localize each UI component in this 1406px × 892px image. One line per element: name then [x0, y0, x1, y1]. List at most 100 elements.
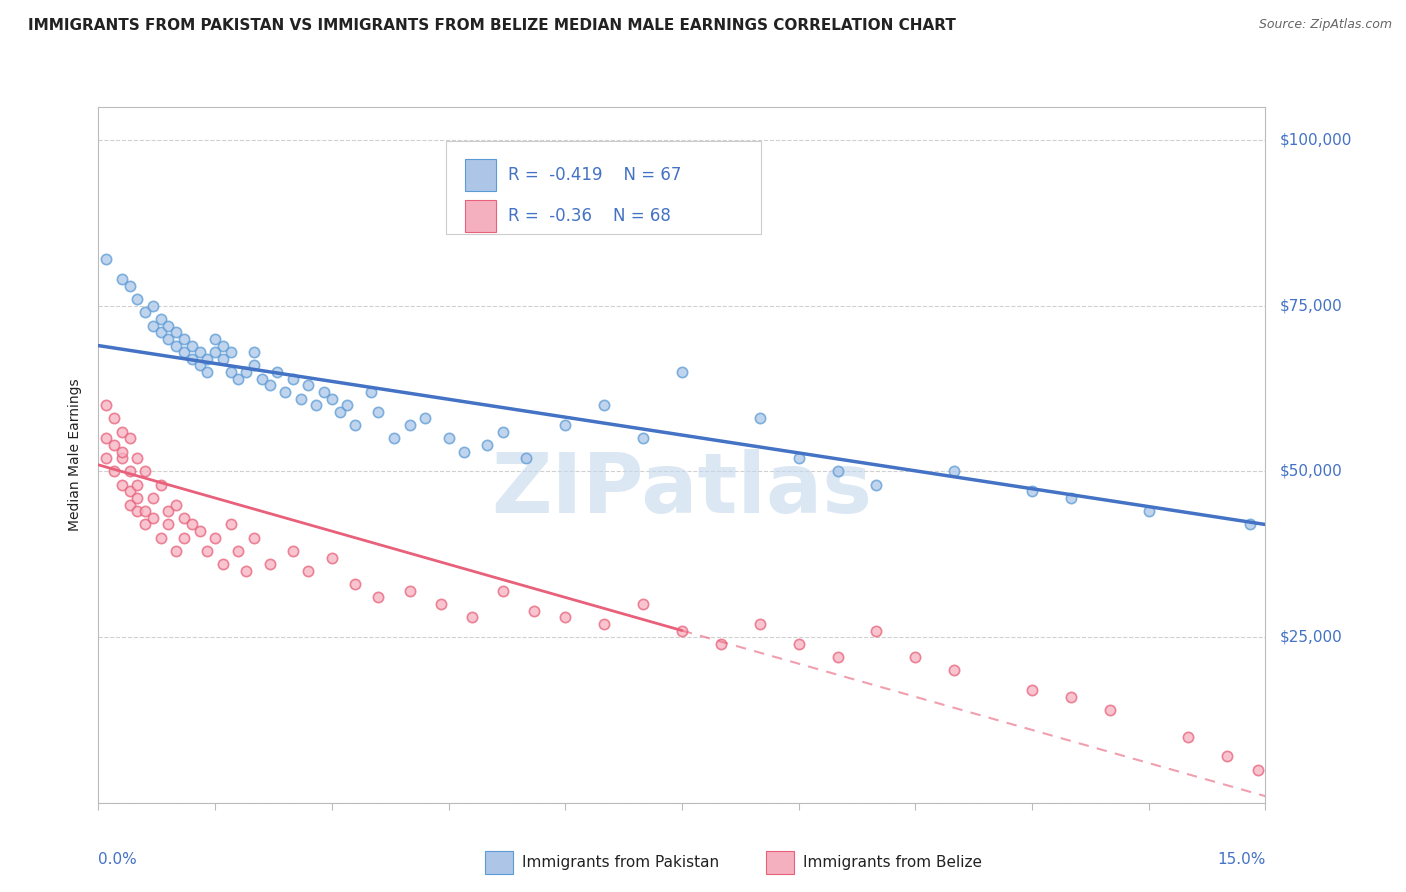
Point — [398, 583, 420, 598]
Point — [111, 444, 134, 458]
Point — [180, 351, 202, 366]
Point — [165, 544, 187, 558]
Point — [787, 637, 810, 651]
Point — [188, 359, 211, 373]
Point — [631, 597, 654, 611]
Text: R =  -0.36    N = 68: R = -0.36 N = 68 — [508, 207, 671, 225]
Point — [127, 504, 149, 518]
Point — [134, 465, 156, 479]
Point — [127, 491, 149, 505]
Point — [142, 491, 165, 505]
Text: IMMIGRANTS FROM PAKISTAN VS IMMIGRANTS FROM BELIZE MEDIAN MALE EARNINGS CORRELAT: IMMIGRANTS FROM PAKISTAN VS IMMIGRANTS F… — [28, 18, 956, 33]
Point — [413, 411, 436, 425]
Point — [827, 465, 849, 479]
Point — [461, 610, 484, 624]
Point — [281, 372, 304, 386]
Point — [1239, 517, 1261, 532]
Point — [748, 616, 770, 631]
Point — [103, 438, 125, 452]
Point — [312, 384, 335, 399]
Point — [266, 365, 288, 379]
Point — [1060, 491, 1083, 505]
Point — [305, 398, 328, 412]
Point — [453, 444, 475, 458]
Point — [142, 318, 165, 333]
Point — [212, 351, 235, 366]
Point — [118, 484, 141, 499]
Point — [671, 624, 693, 638]
Point — [180, 517, 202, 532]
Text: R =  -0.419    N = 67: R = -0.419 N = 67 — [508, 166, 681, 184]
Point — [96, 451, 118, 466]
Point — [111, 272, 134, 286]
Text: Source: ZipAtlas.com: Source: ZipAtlas.com — [1258, 18, 1392, 31]
Point — [1246, 763, 1268, 777]
Point — [195, 365, 218, 379]
Point — [631, 431, 654, 445]
Point — [1098, 703, 1121, 717]
Point — [492, 583, 515, 598]
Point — [1060, 690, 1083, 704]
Point — [235, 564, 257, 578]
Point — [96, 431, 118, 445]
Point — [173, 345, 195, 359]
Point — [96, 252, 118, 267]
Text: $75,000: $75,000 — [1279, 298, 1343, 313]
Point — [1177, 730, 1199, 744]
Point — [515, 451, 537, 466]
Point — [710, 637, 733, 651]
Point — [259, 558, 281, 572]
Point — [344, 577, 367, 591]
Point — [429, 597, 451, 611]
Point — [554, 418, 576, 433]
Point — [523, 604, 546, 618]
Point — [173, 531, 195, 545]
Point — [165, 498, 187, 512]
Point — [336, 398, 359, 412]
Point — [103, 465, 125, 479]
Point — [290, 392, 312, 406]
Point — [367, 405, 389, 419]
Point — [103, 411, 125, 425]
Point — [865, 624, 887, 638]
Point — [329, 405, 352, 419]
Point — [173, 332, 195, 346]
Point — [127, 451, 149, 466]
Point — [118, 465, 141, 479]
Point — [259, 378, 281, 392]
Point — [787, 451, 810, 466]
Point — [204, 345, 226, 359]
Point — [344, 418, 367, 433]
Point — [195, 544, 218, 558]
Point — [165, 338, 187, 352]
Point — [554, 610, 576, 624]
Point — [149, 477, 172, 491]
Point — [157, 517, 180, 532]
Point — [748, 411, 770, 425]
Point — [157, 318, 180, 333]
Point — [281, 544, 304, 558]
Point — [593, 616, 616, 631]
Point — [865, 477, 887, 491]
Point — [1021, 484, 1043, 499]
Point — [149, 531, 172, 545]
Point — [195, 351, 218, 366]
Point — [1021, 683, 1043, 698]
Point — [228, 544, 250, 558]
Point — [188, 345, 211, 359]
Point — [142, 511, 165, 525]
Point — [477, 438, 499, 452]
Text: Immigrants from Pakistan: Immigrants from Pakistan — [522, 855, 718, 870]
Point — [398, 418, 420, 433]
Point — [180, 338, 202, 352]
Point — [593, 398, 616, 412]
Point — [111, 477, 134, 491]
Point — [173, 511, 195, 525]
Point — [149, 312, 172, 326]
Point — [382, 431, 405, 445]
Point — [360, 384, 382, 399]
Point — [142, 299, 165, 313]
Text: ZIPatlas: ZIPatlas — [492, 450, 872, 530]
Text: Immigrants from Belize: Immigrants from Belize — [803, 855, 981, 870]
Point — [827, 650, 849, 665]
